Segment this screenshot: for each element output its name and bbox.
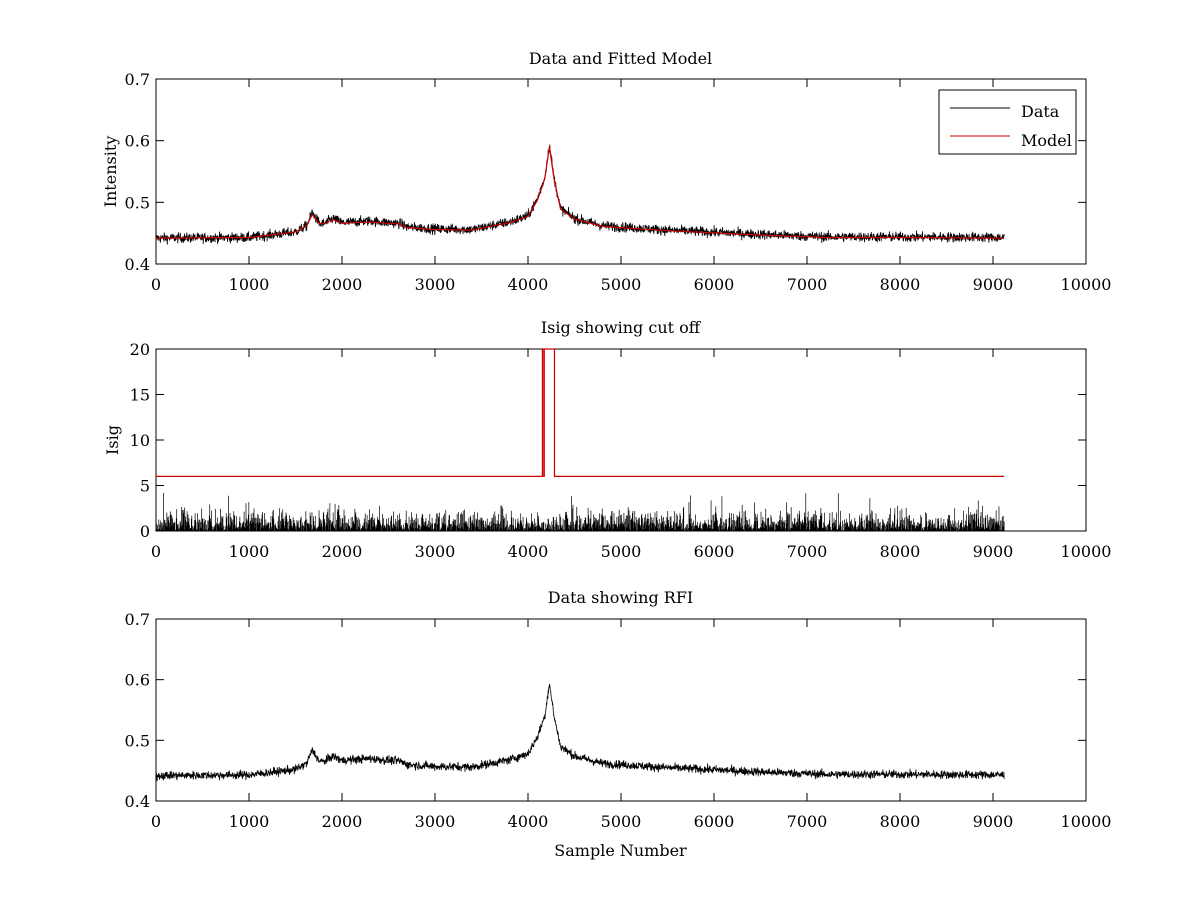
legend: Data Model	[938, 89, 1077, 155]
x-tick-label: 5000	[601, 542, 642, 561]
panel-isig: Isig showing cut off 0 1000 2000 3000 4000 50…	[103, 318, 1111, 561]
y-tick-label: 0.5	[125, 731, 150, 750]
panel-2-plot-area	[155, 348, 1005, 531]
panel-rfi: Data showing RFI 0 1000 2000 3000 4000 5000 60…	[125, 588, 1112, 860]
x-tick-label: 3000	[415, 542, 456, 561]
y-tick-label: 20	[130, 340, 150, 359]
x-tick-label: 9000	[973, 542, 1014, 561]
x-tick-label: 6000	[694, 812, 735, 831]
legend-label-data: Data	[1021, 102, 1060, 121]
x-tick-label: 10000	[1061, 812, 1112, 831]
x-tick-label: 2000	[322, 275, 363, 294]
y-tick-label: 0.7	[125, 610, 150, 629]
x-tick-label: 7000	[787, 275, 828, 294]
x-tick-label: 0	[151, 812, 161, 831]
panel-3-axes	[155, 618, 1087, 802]
x-tick-label: 1000	[229, 275, 270, 294]
legend-box	[938, 89, 1077, 155]
x-tick-label: 10000	[1061, 542, 1112, 561]
panel-1-plot-area	[155, 144, 1005, 245]
y-tick-label: 0.4	[125, 255, 150, 274]
x-tick-label: 1000	[229, 542, 270, 561]
y-tick-label: 0.6	[125, 671, 150, 690]
x-tick-label: 0	[151, 275, 161, 294]
panel-2-ticks: 0 1000 2000 3000 4000 5000 6000 7000 8000 9000 100…	[130, 340, 1112, 561]
y-tick-label: 5	[140, 477, 150, 496]
x-tick-label: 9000	[973, 275, 1014, 294]
x-tick-label: 0	[151, 542, 161, 561]
x-tick-label: 9000	[973, 812, 1014, 831]
panel-1-title: Data and Fitted Model	[529, 49, 712, 68]
x-tick-label: 4000	[508, 542, 549, 561]
x-tick-label: 2000	[322, 812, 363, 831]
panel-1-axes	[155, 78, 1087, 265]
x-tick-label: 6000	[694, 275, 735, 294]
panel-3-plot-area	[155, 684, 1005, 782]
x-tick-label: 7000	[787, 542, 828, 561]
y-tick-label: 0.6	[125, 132, 150, 151]
panel-2-ylabel: Isig	[103, 425, 122, 455]
x-tick-label: 5000	[601, 812, 642, 831]
series-line-data	[155, 684, 1005, 782]
legend-label-model: Model	[1021, 131, 1072, 150]
panel-2-title: Isig showing cut off	[541, 318, 702, 337]
x-tick-label: 4000	[508, 275, 549, 294]
x-tick-label: 6000	[694, 542, 735, 561]
x-tick-label: 8000	[880, 812, 921, 831]
y-tick-label: 0.7	[125, 70, 150, 89]
y-tick-label: 0.4	[125, 792, 150, 811]
y-tick-label: 0.5	[125, 193, 150, 212]
x-tick-label: 3000	[415, 275, 456, 294]
y-tick-label: 15	[130, 386, 150, 405]
panel-fitted-model: Data and Fitted Model 0 1000 2000 3000 4000 5…	[101, 49, 1111, 294]
panel-1-ylabel: Intensity	[101, 136, 120, 208]
panel-1-ticks: 0 1000 2000 3000 4000 5000 6000 7000 8000 9000 100…	[125, 70, 1112, 294]
panel-3-ticks: 0 1000 2000 3000 4000 5000 6000 7000 8000 9000 100…	[125, 610, 1112, 831]
x-tick-label: 7000	[787, 812, 828, 831]
x-tick-label: 8000	[880, 275, 921, 294]
x-tick-label: 5000	[601, 275, 642, 294]
y-tick-label: 0	[140, 522, 150, 541]
x-tick-label: 1000	[229, 812, 270, 831]
panel-3-xlabel: Sample Number	[554, 841, 687, 860]
x-tick-label: 3000	[415, 812, 456, 831]
x-tick-label: 2000	[322, 542, 363, 561]
x-tick-label: 4000	[508, 812, 549, 831]
y-tick-label: 10	[130, 431, 150, 450]
x-tick-label: 10000	[1061, 275, 1112, 294]
series-line-model	[155, 146, 1005, 239]
x-tick-label: 8000	[880, 542, 921, 561]
panel-3-title: Data showing RFI	[548, 588, 693, 607]
panel-2-axes	[155, 348, 1087, 532]
series-line-cut-off	[156, 348, 1005, 477]
